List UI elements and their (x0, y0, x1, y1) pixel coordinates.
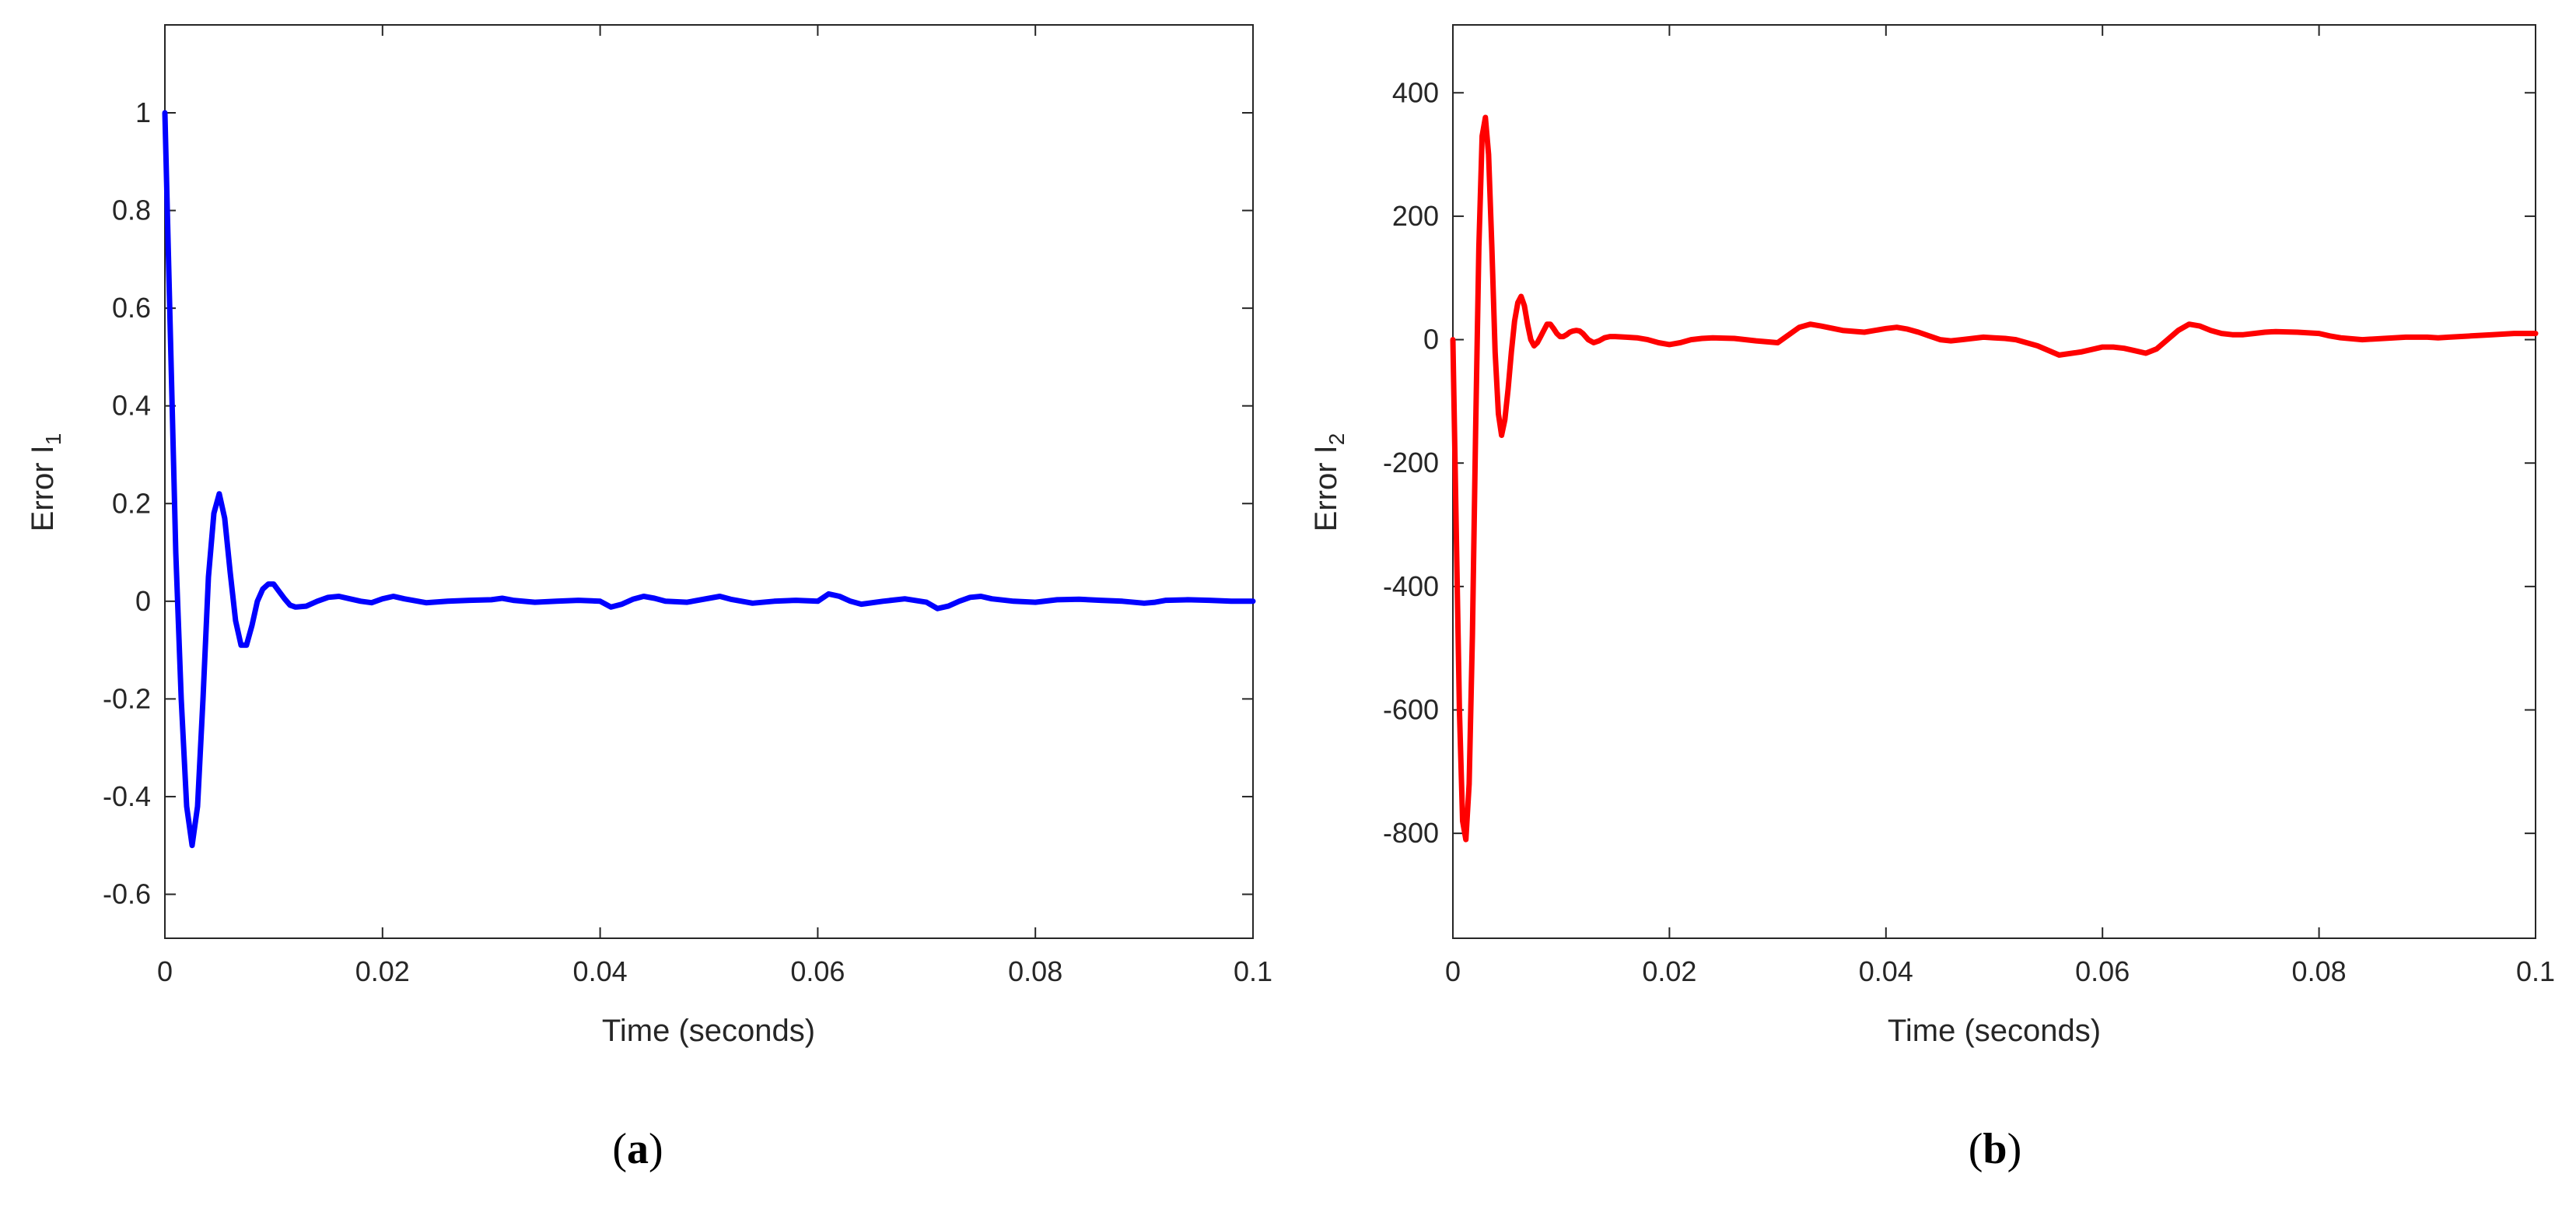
panel-label-b: (b) (1969, 1125, 2021, 1173)
x-tick-label-a: 0.02 (355, 955, 410, 987)
panel-label-b-letter: b (1983, 1125, 2007, 1173)
tick-labels-a: 0 0.02 0.04 0.06 0.08 0.1 -0.6 -0.4 -0.2 0 0.2 0.4 0… (103, 96, 1272, 987)
panel-label-a-letter: a (627, 1125, 649, 1173)
y-tick-label-b: -800 (1383, 817, 1439, 849)
y-tick-label-b: 400 (1392, 76, 1439, 108)
x-tick-label-a: 0.08 (1008, 955, 1062, 987)
x-tick-label-a: 0 (157, 955, 173, 987)
plot-area-b (1452, 24, 2536, 939)
y-axis-label-sub-b: 2 (1325, 433, 1349, 446)
y-tick-label-a: 0.8 (112, 194, 151, 226)
x-tick-label-b: 0.04 (1859, 955, 1913, 987)
x-tick-label-b: 0.08 (2292, 955, 2347, 987)
panel-label-a-open: ( (612, 1125, 627, 1173)
ticks-b (1452, 25, 2536, 938)
y-axis-label-a: Error I1 (26, 433, 65, 532)
x-tick-label-a: 0.04 (573, 955, 628, 987)
y-tick-label-b: 0 (1423, 324, 1439, 356)
y-tick-label-b: -600 (1383, 694, 1439, 726)
y-axis-label-b: Error I2 (1309, 433, 1349, 532)
y-tick-label-a: 0.2 (112, 487, 151, 519)
y-tick-label-a: 1 (135, 96, 151, 128)
y-axis-label-main-b: Error I (1309, 445, 1343, 531)
series-line-error-i1 (162, 110, 1256, 849)
y-tick-label-b: 200 (1392, 200, 1439, 232)
panel-label-b-open: ( (1969, 1125, 1983, 1173)
chart-panel-b: 0 0.02 0.04 0.06 0.08 0.1 -800 -600 -400 -200 0 200… (1309, 24, 2555, 1173)
x-tick-label-b: 0.1 (2516, 955, 2555, 987)
y-axis-label-sub-a: 1 (41, 433, 65, 446)
x-tick-label-a: 0.06 (790, 955, 845, 987)
y-axis-label-main-a: Error I (26, 445, 60, 531)
x-tick-label-b: 0 (1445, 955, 1461, 987)
y-tick-label-a: 0 (135, 585, 151, 617)
y-tick-label-a: 0.4 (112, 390, 151, 422)
x-axis-label-a: Time (seconds) (602, 1014, 815, 1048)
x-tick-label-b: 0.02 (1642, 955, 1696, 987)
panel-label-a-close: ) (649, 1125, 663, 1173)
y-tick-label-a: -0.4 (103, 780, 151, 812)
y-tick-label-b: -400 (1383, 570, 1439, 602)
tick-labels-b: 0 0.02 0.04 0.06 0.08 0.1 -800 -600 -400 -200 0 200… (1383, 76, 2555, 987)
x-tick-label-b: 0.06 (2075, 955, 2130, 987)
x-axis-label-b: Time (seconds) (1888, 1014, 2101, 1048)
plot-area-a (164, 24, 1254, 939)
y-tick-label-a: 0.6 (112, 292, 151, 324)
panel-label-a: (a) (612, 1125, 663, 1173)
y-tick-label-b: -200 (1383, 447, 1439, 478)
chart-panel-a: 0 0.02 0.04 0.06 0.08 0.1 -0.6 -0.4 -0.2 0 0.2 0.4 0… (26, 24, 1272, 1173)
x-tick-label-a: 0.1 (1234, 955, 1272, 987)
series-line-error-i2 (1450, 114, 2539, 843)
y-tick-label-a: -0.2 (103, 682, 151, 714)
panel-label-b-close: ) (2007, 1125, 2022, 1173)
y-tick-label-a: -0.6 (103, 878, 151, 909)
